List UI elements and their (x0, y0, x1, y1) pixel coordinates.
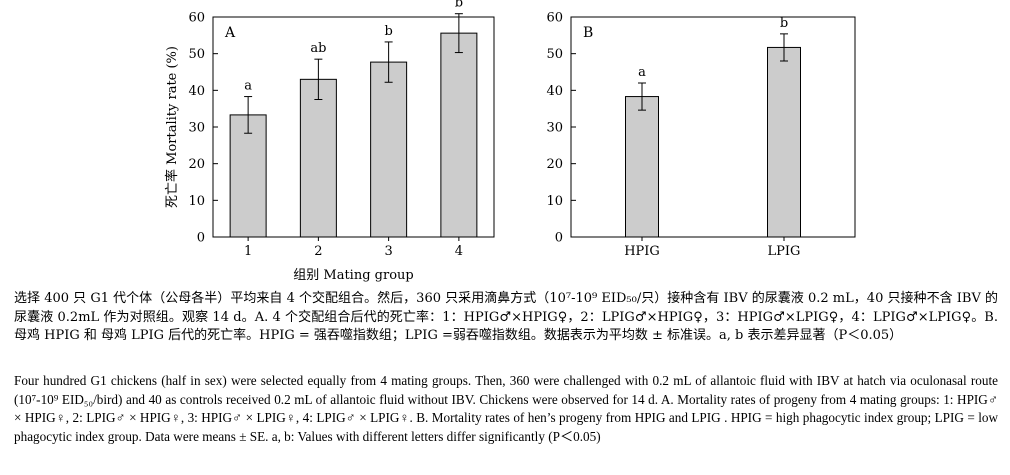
y-tick-label: 0 (555, 231, 563, 246)
y-tick-label: 30 (546, 121, 563, 136)
x-tick-label: HPIG (624, 244, 660, 259)
y-tick-label: 50 (546, 47, 563, 62)
x-tick-label: LPIG (768, 244, 801, 259)
y-tick-label: 10 (546, 194, 563, 209)
y-tick-label: 0 (197, 231, 205, 246)
y-axis-title: 死亡率 Mortality rate (%) (164, 46, 180, 208)
bar (440, 32, 478, 238)
y-tick-label: 50 (188, 47, 205, 62)
caption-english: Four hundred G1 chickens (half in sex) w… (14, 373, 998, 444)
significance-label: a (244, 79, 252, 94)
x-tick-label: 2 (314, 244, 322, 259)
y-tick-label: 60 (188, 11, 205, 26)
bar (299, 78, 337, 238)
y-tick-label: 30 (188, 121, 205, 136)
significance-label: b (455, 0, 463, 11)
significance-label: b (780, 16, 788, 31)
bar (767, 46, 801, 238)
panel-label: B (583, 25, 593, 41)
x-tick-label: 1 (244, 244, 252, 259)
caption-chinese: 选择 400 只 G1 代个体（公母各半）平均来自 4 个交配组合。然后，360… (14, 291, 998, 343)
bar (625, 96, 659, 238)
y-tick-label: 20 (188, 157, 205, 172)
y-tick-label: 60 (546, 11, 563, 26)
plot-frame (570, 16, 856, 238)
chart-panel-a: 0 10 20 30 40 50 60 a 1 ab 2 b 3 b 4 A 死亡率 Mortality rat… (164, 0, 495, 283)
chart-panel-b: 0 10 20 30 40 50 60 a HPIG b LPIG B (546, 11, 856, 259)
significance-label: ab (310, 41, 326, 56)
x-tick-label: 3 (384, 244, 392, 259)
x-axis-title: 组别 Mating group (293, 268, 413, 283)
x-tick-label: 4 (455, 244, 463, 259)
y-tick-label: 10 (188, 194, 205, 209)
figure-charts: 0 10 20 30 40 50 60 a 1 ab 2 b 3 b 4 A 死亡率 Mortality rat… (164, 0, 856, 283)
bar (370, 61, 408, 238)
significance-label: a (638, 65, 646, 80)
y-tick-label: 40 (546, 84, 563, 99)
significance-label: b (384, 24, 392, 39)
panel-label: A (224, 25, 236, 41)
y-tick-label: 20 (546, 157, 563, 172)
y-tick-label: 40 (188, 84, 205, 99)
